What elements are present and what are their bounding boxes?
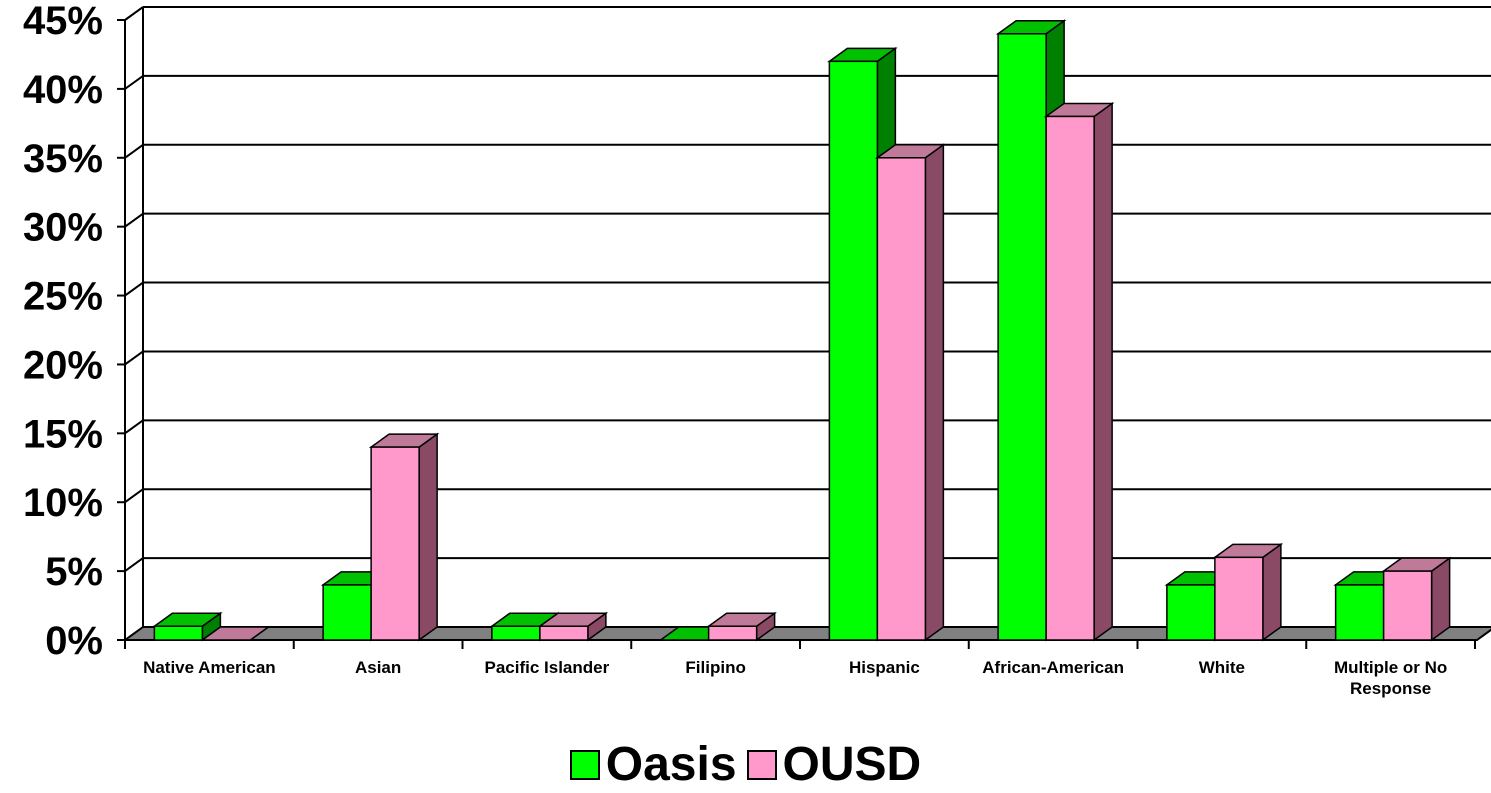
x-label-7: Multiple or No Response [1334, 658, 1447, 698]
bar-front [153, 625, 204, 641]
y-tick-label: 30% [23, 206, 103, 250]
y-tick-label: 0% [45, 619, 103, 663]
y-tick-label: 35% [23, 137, 103, 181]
bar-front [997, 33, 1047, 641]
x-axis-ticks [124, 640, 1476, 649]
y-tick-label: 40% [23, 68, 103, 112]
legend-item-oasis: Oasis [569, 738, 737, 791]
x-label-5: African-American [982, 658, 1124, 677]
bar-side [1262, 542, 1282, 642]
gridline-depth [124, 488, 144, 504]
gridline-depth [124, 419, 144, 435]
x-axis-labels: Native American Asian Pacific Islander Fili… [143, 658, 1447, 698]
bar-front [370, 446, 420, 641]
bar-ousd-3 [706, 611, 777, 642]
x-label-2: Pacific Islander [485, 658, 610, 677]
gridline-depth [124, 212, 144, 228]
bar-ousd-5 [1043, 101, 1115, 642]
bars [152, 19, 1452, 642]
bar-side [418, 432, 438, 642]
gridlines [124, 6, 1491, 572]
y-axis-ticks: 0% 5% 10% 15% 20% 25% 30% 35% 40% 45% [23, 0, 125, 663]
bar-oasis-0 [152, 611, 223, 642]
x-label-1: Asian [355, 658, 401, 677]
bar-ousd-4 [875, 143, 946, 642]
legend-swatch-oasis [569, 750, 600, 780]
bar-ousd-0 [200, 626, 271, 641]
bar-ousd-7 [1381, 556, 1452, 642]
gridline-depth [124, 281, 144, 297]
legend-label-oasis: Oasis [605, 738, 737, 791]
gridline-depth [124, 350, 144, 366]
y-tick-label: 5% [45, 550, 103, 594]
top-depth-edge [124, 6, 144, 21]
bar-side [1093, 101, 1113, 642]
x-label-0: Native American [143, 658, 276, 677]
y-tick-label: 10% [23, 481, 103, 525]
gridline-depth [124, 75, 144, 90]
gridline-depth [124, 557, 144, 572]
bar-front [1045, 115, 1095, 641]
bar-chart: 0% 5% 10% 15% 20% 25% 30% 35% 40% 45% Native Amer… [23, 0, 1491, 698]
bar-front [1382, 570, 1433, 641]
gridline-depth [124, 143, 144, 159]
bar-front [539, 625, 589, 641]
bar-side [1430, 556, 1451, 642]
bar-front [828, 60, 879, 641]
bar-front [322, 584, 372, 641]
bar-ousd-1 [368, 432, 440, 642]
legend-label-ousd: OUSD [782, 738, 922, 791]
y-tick-label: 20% [23, 343, 103, 387]
bar-front [1214, 556, 1264, 641]
bar-front [707, 625, 758, 641]
bar-front [1334, 584, 1385, 641]
x-label-3: Filipino [685, 658, 745, 677]
legend: Oasis OUSD [0, 740, 1491, 790]
bar-side [924, 143, 945, 642]
y-tick-label: 45% [23, 0, 103, 43]
bar-top [200, 626, 271, 641]
x-label-6: White [1199, 658, 1245, 677]
x-label-4: Hispanic [849, 658, 920, 677]
legend-item-ousd: OUSD [746, 738, 922, 791]
legend-swatch-ousd [746, 750, 777, 780]
bar-ousd-6 [1212, 542, 1284, 642]
y-tick-label: 15% [23, 412, 103, 456]
bar-front [491, 625, 541, 641]
bar-ousd-2 [537, 611, 609, 642]
bar-front [1166, 584, 1216, 641]
bar-front [876, 157, 927, 641]
y-tick-label: 25% [23, 275, 103, 319]
